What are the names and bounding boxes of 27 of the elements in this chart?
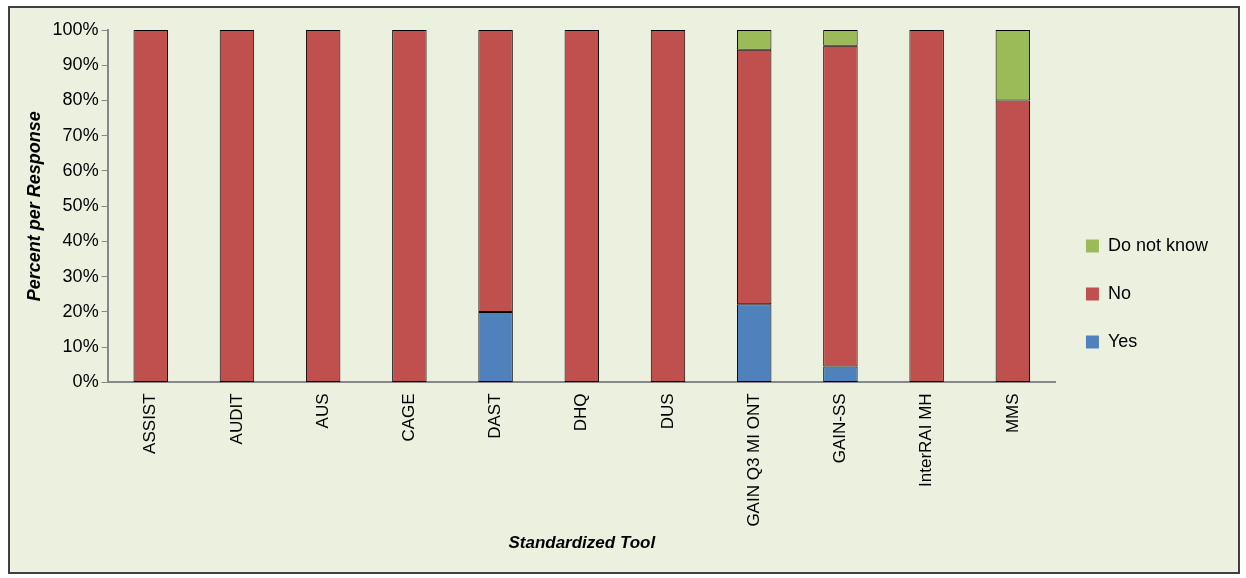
y-tick-label: 10% (62, 336, 99, 357)
x-tick-label: MMS (1002, 393, 1022, 434)
x-tick-label: InterRAI MH (916, 393, 936, 487)
y-tick-label: 0% (72, 371, 99, 392)
y-tick-label: 60% (62, 159, 99, 180)
legend-label: No (1107, 282, 1131, 303)
legend-label: Yes (1107, 330, 1138, 351)
y-tick-label: 90% (62, 54, 99, 75)
x-tick-label: GAIN-SS (830, 393, 850, 464)
x-axis-title: Standardized Tool (508, 533, 657, 553)
y-axis-title: Percent per Response (23, 111, 44, 302)
x-tick-label: DUS (657, 393, 677, 430)
y-tick-label: 100% (52, 18, 99, 39)
x-tick-label: DAST (485, 393, 505, 439)
y-tick-label: 70% (62, 124, 99, 145)
x-tick-label: AUDIT (226, 393, 246, 445)
x-tick-label: CAGE (399, 393, 419, 442)
x-tick-label: DHQ (571, 393, 591, 432)
x-tick-label: ASSIST (140, 393, 160, 454)
y-tick-label: 80% (62, 89, 99, 110)
y-tick-label: 20% (62, 300, 99, 321)
y-tick-label: 30% (62, 265, 99, 286)
y-tick-label: 50% (62, 195, 99, 216)
x-tick-label: AUS (312, 393, 332, 429)
y-tick-label: 40% (62, 230, 99, 251)
x-tick-label: GAIN Q3 MI ONT (743, 393, 763, 527)
legend-label: Do not know (1107, 234, 1209, 255)
